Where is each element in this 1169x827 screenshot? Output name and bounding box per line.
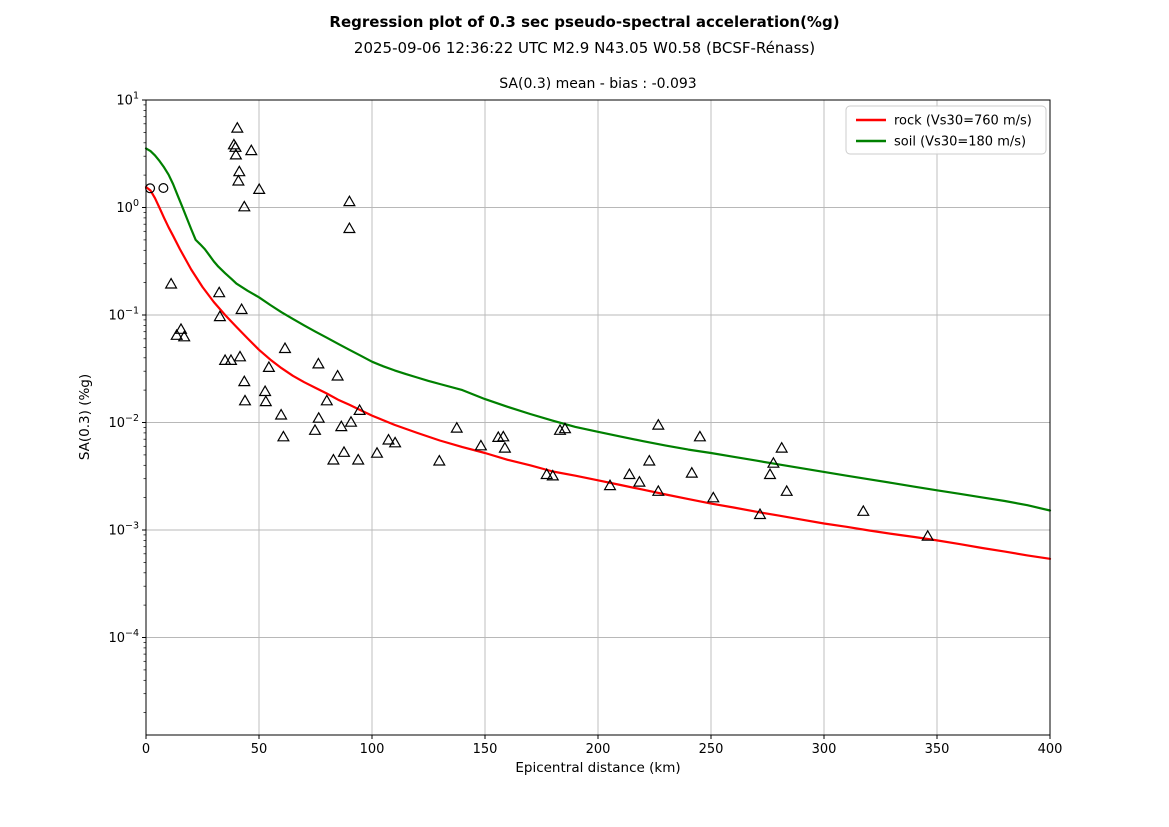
y-tick-label: 10−3 bbox=[108, 521, 139, 539]
triangle-marker bbox=[651, 484, 665, 496]
triangle-marker bbox=[229, 148, 243, 160]
soil-regression-curve bbox=[144, 147, 1052, 512]
triangle-marker bbox=[308, 423, 322, 435]
triangle-marker bbox=[233, 350, 247, 362]
x-tick-label: 100 bbox=[360, 742, 385, 757]
y-tick-label: 10−4 bbox=[108, 628, 139, 646]
y-tick-label: 10−1 bbox=[108, 306, 139, 324]
circle-marker bbox=[158, 183, 169, 194]
triangle-marker bbox=[382, 433, 395, 445]
x-tick-label: 0 bbox=[142, 742, 150, 757]
triangle-marker bbox=[235, 302, 249, 315]
triangle-marker bbox=[344, 415, 358, 427]
axes-title: SA(0.3) mean - bias : -0.093 bbox=[499, 76, 697, 92]
triangle-marker bbox=[496, 430, 510, 442]
triangle-marker bbox=[603, 478, 617, 491]
triangle-marker bbox=[213, 309, 227, 322]
legend-label: soil (Vs30=180 m/s) bbox=[894, 135, 1026, 150]
triangle-marker bbox=[353, 403, 367, 415]
triangle-marker bbox=[258, 384, 272, 397]
triangle-marker bbox=[388, 436, 402, 448]
triangle-marker bbox=[766, 456, 780, 468]
y-tick-label: 100 bbox=[116, 198, 139, 216]
triangle-marker bbox=[642, 454, 656, 466]
triangle-marker bbox=[164, 277, 178, 289]
event-info-subtitle: 2025-09-06 12:36:22 UTC M2.9 N43.05 W0.5… bbox=[353, 39, 816, 57]
triangle-marker bbox=[232, 165, 246, 177]
triangle-marker bbox=[474, 439, 488, 451]
triangle-marker bbox=[370, 446, 384, 458]
x-tick-label: 50 bbox=[251, 742, 268, 757]
triangle-marker bbox=[174, 322, 188, 334]
triangle-marker bbox=[540, 467, 554, 480]
y-minor-ticks bbox=[143, 104, 146, 713]
triangle-marker bbox=[546, 469, 560, 481]
station-observations-triangles bbox=[164, 121, 935, 541]
triangle-marker bbox=[780, 484, 794, 496]
triangle-marker bbox=[553, 423, 567, 435]
triangle-marker bbox=[432, 454, 446, 466]
triangle-marker bbox=[775, 441, 789, 453]
triangle-marker bbox=[237, 374, 251, 387]
triangle-marker bbox=[244, 143, 258, 156]
x-tick-label: 400 bbox=[1038, 742, 1063, 757]
y-axis-label: SA(0.3) (%g) bbox=[77, 373, 93, 461]
triangle-marker bbox=[326, 453, 340, 465]
triangle-marker bbox=[212, 286, 226, 298]
triangle-marker bbox=[274, 408, 288, 420]
triangle-marker bbox=[230, 121, 244, 133]
triangle-marker bbox=[334, 419, 348, 432]
triangle-marker bbox=[498, 441, 512, 453]
triangle-marker bbox=[685, 466, 699, 478]
rock-regression-curve bbox=[144, 185, 1052, 560]
triangle-marker bbox=[632, 475, 646, 487]
grid bbox=[146, 100, 1050, 735]
legend-label: rock (Vs30=760 m/s) bbox=[894, 114, 1032, 129]
triangle-marker bbox=[224, 353, 238, 365]
triangle-marker bbox=[753, 507, 767, 520]
triangle-marker bbox=[337, 445, 351, 457]
y-tick-label: 101 bbox=[116, 91, 139, 109]
x-tick-label: 150 bbox=[473, 742, 498, 757]
triangle-marker bbox=[558, 422, 572, 434]
triangle-marker bbox=[450, 421, 464, 433]
x-tick-label: 300 bbox=[812, 742, 837, 757]
triangle-marker bbox=[351, 453, 365, 465]
triangle-marker bbox=[622, 467, 636, 480]
triangle-marker bbox=[231, 174, 245, 186]
x-tick-label: 250 bbox=[699, 742, 724, 757]
x-axis-label: Epicentral distance (km) bbox=[515, 760, 681, 776]
legend: rock (Vs30=760 m/s) soil (Vs30=180 m/s) bbox=[845, 105, 1047, 155]
triangle-marker bbox=[276, 430, 290, 442]
triangle-marker bbox=[259, 394, 273, 407]
y-tick-label: 10−2 bbox=[108, 413, 139, 431]
triangle-marker bbox=[170, 328, 184, 340]
triangle-marker bbox=[278, 341, 292, 354]
triangle-marker bbox=[331, 369, 345, 381]
triangle-marker bbox=[706, 491, 720, 503]
triangle-marker bbox=[262, 360, 276, 372]
triangle-marker bbox=[237, 200, 251, 212]
figure-title: Regression plot of 0.3 sec pseudo-spectr… bbox=[329, 13, 840, 31]
y-axis-ticks: 101 100 10−1 10−2 10−3 10−4 bbox=[108, 91, 146, 646]
x-tick-label: 200 bbox=[586, 742, 611, 757]
triangle-marker bbox=[763, 467, 777, 480]
triangle-marker bbox=[177, 330, 191, 342]
triangle-marker bbox=[693, 430, 707, 442]
x-axis-ticks: 0 50 100 150 200 250 300 350 400 bbox=[142, 735, 1063, 757]
triangle-marker bbox=[311, 357, 325, 369]
triangle-marker bbox=[342, 221, 356, 234]
triangle-marker bbox=[238, 394, 252, 406]
triangle-marker bbox=[342, 194, 356, 207]
x-tick-label: 350 bbox=[925, 742, 950, 757]
triangle-marker bbox=[921, 529, 935, 541]
triangle-marker bbox=[856, 504, 870, 516]
triangle-marker bbox=[651, 418, 665, 430]
triangle-marker bbox=[320, 394, 334, 406]
triangle-marker bbox=[252, 182, 266, 194]
triangle-marker bbox=[312, 411, 326, 423]
